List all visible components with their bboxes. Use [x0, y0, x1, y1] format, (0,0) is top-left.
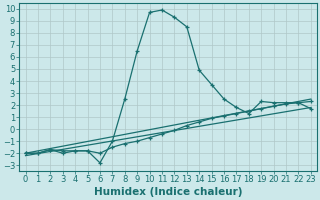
X-axis label: Humidex (Indice chaleur): Humidex (Indice chaleur) [94, 187, 243, 197]
